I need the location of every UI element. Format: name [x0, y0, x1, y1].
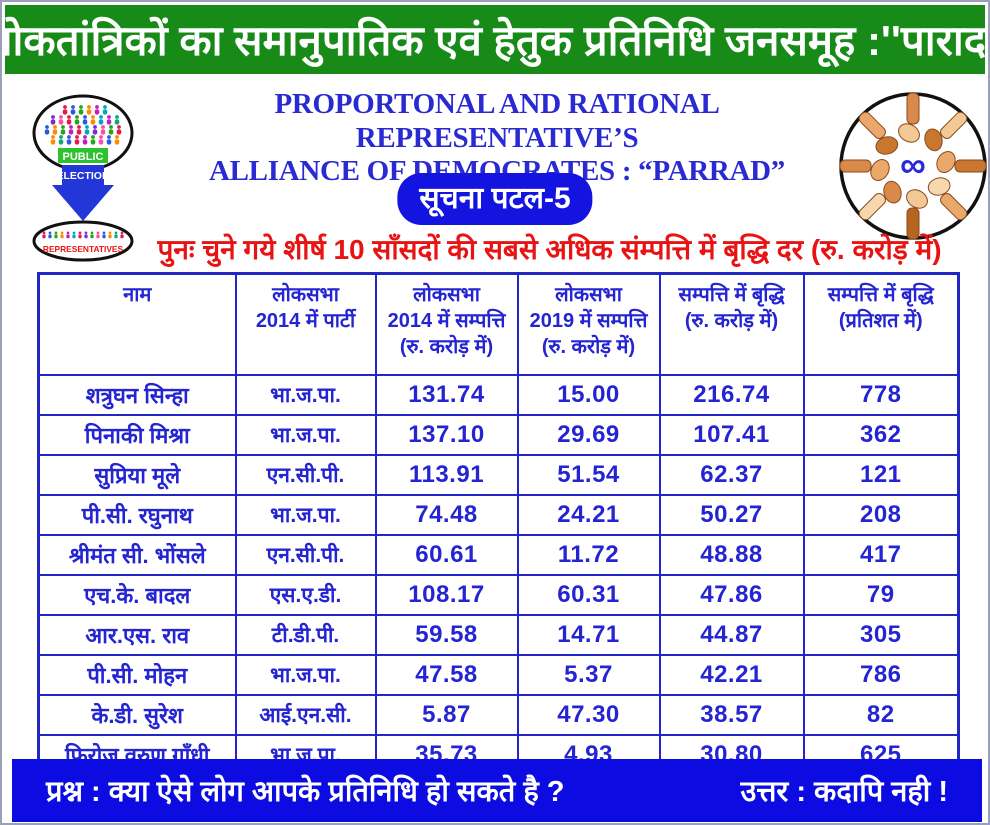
- party-2014: भा.ज.पा.: [234, 654, 377, 696]
- col-header-growth-crore: सम्पत्ति में बृद्धि (रु. करोड़ में): [658, 272, 805, 376]
- table-row: पिनाकी मिश्रा भा.ज.पा. 137.10 29.69 107.…: [37, 414, 960, 456]
- notice-badge-text: सूचना पटल-5: [419, 182, 571, 215]
- top-banner-text: लोकतांत्रिकों का समानुपातिक एवं हेतुक प्…: [0, 17, 990, 64]
- mp-name: के.डी. सुरेश: [37, 694, 237, 736]
- assets-table: नाम लोकसभा 2014 में पार्टी लोकसभा 2014 में…: [37, 272, 960, 777]
- infinity-icon: ∞: [900, 144, 926, 185]
- assets-2019: 51.54: [516, 454, 661, 496]
- table-row: आर.एस. राव टी.डी.पी. 59.58 14.71 44.87 3…: [37, 614, 960, 656]
- assets-2014: 47.58: [374, 654, 519, 696]
- party-2014: टी.डी.पी.: [234, 614, 377, 656]
- growth-percent: 778: [802, 374, 960, 416]
- growth-percent: 79: [802, 574, 960, 616]
- growth-crore: 38.57: [658, 694, 805, 736]
- col-header-party-2014: लोकसभा 2014 में पार्टी: [234, 272, 377, 376]
- growth-percent: 362: [802, 414, 960, 456]
- growth-crore: 44.87: [658, 614, 805, 656]
- growth-crore: 62.37: [658, 454, 805, 496]
- assets-2014: 5.87: [374, 694, 519, 736]
- party-2014: भा.ज.पा.: [234, 414, 377, 456]
- party-2014: आई.एन.सी.: [234, 694, 377, 736]
- mp-name: पिनाकी मिश्रा: [37, 414, 237, 456]
- top-banner: लोकतांत्रिकों का समानुपातिक एवं हेतुक प्…: [2, 5, 988, 74]
- hands-unity-logo: ∞: [838, 91, 988, 241]
- hands-unity-logo-graphic: ∞: [839, 92, 987, 240]
- growth-crore: 50.27: [658, 494, 805, 536]
- assets-2019: 15.00: [516, 374, 661, 416]
- mp-name: पी.सी. रघुनाथ: [37, 494, 237, 536]
- table-caption: पुनः चुने गये शीर्ष 10 साँसदों की सबसे अ…: [157, 234, 942, 265]
- party-2014: भा.ज.पा.: [234, 374, 377, 416]
- assets-2019: 24.21: [516, 494, 661, 536]
- col-header-growth-percent: सम्पत्ति में बृद्धि (प्रतिशत में): [802, 272, 960, 376]
- table-row: के.डी. सुरेश आई.एन.सी. 5.87 47.30 38.57 …: [37, 694, 960, 736]
- growth-percent: 305: [802, 614, 960, 656]
- assets-2019: 60.31: [516, 574, 661, 616]
- assets-2014: 131.74: [374, 374, 519, 416]
- growth-percent: 82: [802, 694, 960, 736]
- table-row: पी.सी. रघुनाथ भा.ज.पा. 74.48 24.21 50.27…: [37, 494, 960, 536]
- col-header-assets-2014: लोकसभा 2014 में सम्पत्ति (रु. करोड़ में): [374, 272, 519, 376]
- assets-2014: 137.10: [374, 414, 519, 456]
- mp-name: एच.के. बादल: [37, 574, 237, 616]
- growth-percent: 208: [802, 494, 960, 536]
- header-row: नाम लोकसभा 2014 में पार्टी लोकसभा 2014 में…: [37, 272, 960, 376]
- party-2014: एन.सी.पी.: [234, 454, 377, 496]
- election-arrow: [52, 165, 114, 221]
- mp-name: पी.सी. मोहन: [37, 654, 237, 696]
- mp-name: आर.एस. राव: [37, 614, 237, 656]
- mp-name: श्रीमंत सी. भोंसले: [37, 534, 237, 576]
- assets-2019: 11.72: [516, 534, 661, 576]
- assets-2019: 14.71: [516, 614, 661, 656]
- growth-crore: 47.86: [658, 574, 805, 616]
- org-title-line1: PROPORTONAL AND RATIONAL REPRESENTATIVE’…: [274, 88, 720, 154]
- table-row: पी.सी. मोहन भा.ज.पा. 47.58 5.37 42.21 78…: [37, 654, 960, 696]
- representatives-ellipse: [32, 220, 134, 262]
- table-row: सुप्रिया मूले एन.सी.पी. 113.91 51.54 62.…: [37, 454, 960, 496]
- representatives-label: REPRESENTATIVES: [43, 244, 124, 254]
- table-row: श्रीमंत सी. भोंसले एन.सी.पी. 60.61 11.72…: [37, 534, 960, 576]
- assets-2014: 113.91: [374, 454, 519, 496]
- public-election-logo-graphic: PUBLIC ELECTION REPRESENTATIVES: [32, 94, 134, 262]
- footer-answer: उत्तर : कदापि नही !: [740, 776, 948, 808]
- assets-2014: 74.48: [374, 494, 519, 536]
- col-header-assets-2019: लोकसभा 2019 में सम्पत्ति (रु. करोड़ में): [516, 272, 661, 376]
- growth-crore: 107.41: [658, 414, 805, 456]
- notice-badge: सूचना पटल-5: [397, 173, 593, 225]
- footer-question: प्रश्न : क्या ऐसे लोग आपके प्रतिनिधि हो …: [46, 776, 565, 808]
- assets-2019: 47.30: [516, 694, 661, 736]
- party-2014: एन.सी.पी.: [234, 534, 377, 576]
- assets-2014: 59.58: [374, 614, 519, 656]
- growth-percent: 786: [802, 654, 960, 696]
- party-2014: एस.ए.डी.: [234, 574, 377, 616]
- assets-2014: 108.17: [374, 574, 519, 616]
- assets-2014: 60.61: [374, 534, 519, 576]
- public-label: PUBLIC: [63, 151, 104, 163]
- col-header-name: नाम: [37, 272, 237, 376]
- growth-percent: 417: [802, 534, 960, 576]
- assets-2019: 5.37: [516, 654, 661, 696]
- table-row: शत्रुघन सिन्हा भा.ज.पा. 131.74 15.00 216…: [37, 374, 960, 416]
- growth-percent: 121: [802, 454, 960, 496]
- party-2014: भा.ज.पा.: [234, 494, 377, 536]
- growth-crore: 216.74: [658, 374, 805, 416]
- election-label: ELECTION: [56, 170, 109, 182]
- assets-2019: 29.69: [516, 414, 661, 456]
- growth-crore: 42.21: [658, 654, 805, 696]
- footer-bar: प्रश्न : क्या ऐसे लोग आपके प्रतिनिधि हो …: [12, 759, 982, 822]
- mp-name: सुप्रिया मूले: [37, 454, 237, 496]
- growth-crore: 48.88: [658, 534, 805, 576]
- hands-ring: [839, 92, 987, 240]
- table-row: एच.के. बादल एस.ए.डी. 108.17 60.31 47.86 …: [37, 574, 960, 616]
- public-election-logo: PUBLIC ELECTION REPRESENTATIVES: [32, 93, 134, 263]
- public-label-box: [58, 148, 108, 163]
- assets-table-wrap: नाम लोकसभा 2014 में पार्टी लोकसभा 2014 में…: [37, 272, 960, 777]
- mp-name: शत्रुघन सिन्हा: [37, 374, 237, 416]
